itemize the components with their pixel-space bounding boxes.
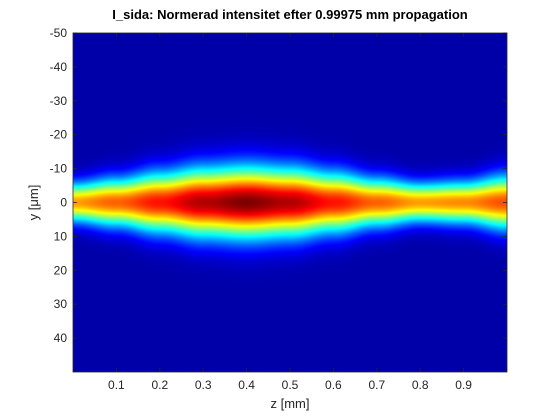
x-tick-label: 0.6 bbox=[325, 378, 342, 392]
y-axis-ticks: -50 -40 -30 -20 -10 0 10 20 30 40 bbox=[50, 26, 507, 345]
y-tick-label: -40 bbox=[50, 60, 68, 74]
y-tick-label: 40 bbox=[54, 331, 68, 345]
x-tick-label: 0.7 bbox=[368, 378, 385, 392]
x-tick-label: 0.4 bbox=[238, 378, 255, 392]
x-tick-label: 0.1 bbox=[108, 378, 125, 392]
y-tick-label: -20 bbox=[50, 128, 68, 142]
y-axis-label: y [μm] bbox=[26, 185, 41, 221]
chart-title: I_sida: Normerad intensitet efter 0.9997… bbox=[112, 7, 467, 22]
x-tick-label: 0.2 bbox=[151, 378, 168, 392]
x-tick-label: 0.3 bbox=[195, 378, 212, 392]
y-tick-label: 20 bbox=[54, 263, 68, 277]
intensity-heatmap bbox=[73, 33, 507, 372]
x-tick-label: 0.9 bbox=[455, 378, 472, 392]
x-axis-ticks: 0.1 0.2 0.3 0.4 0.5 0.6 0.7 0.8 0.9 bbox=[108, 33, 472, 392]
heatmap-image bbox=[73, 33, 507, 372]
y-tick-label: 10 bbox=[54, 229, 68, 243]
y-tick-label: -10 bbox=[50, 162, 68, 176]
y-tick-label: 30 bbox=[54, 297, 68, 311]
x-axis-label: z [mm] bbox=[271, 396, 310, 411]
x-tick-label: 0.8 bbox=[412, 378, 429, 392]
x-tick-label: 0.5 bbox=[282, 378, 299, 392]
y-tick-label: -30 bbox=[50, 94, 68, 108]
y-tick-label: 0 bbox=[60, 196, 67, 210]
y-tick-label: -50 bbox=[50, 26, 68, 40]
